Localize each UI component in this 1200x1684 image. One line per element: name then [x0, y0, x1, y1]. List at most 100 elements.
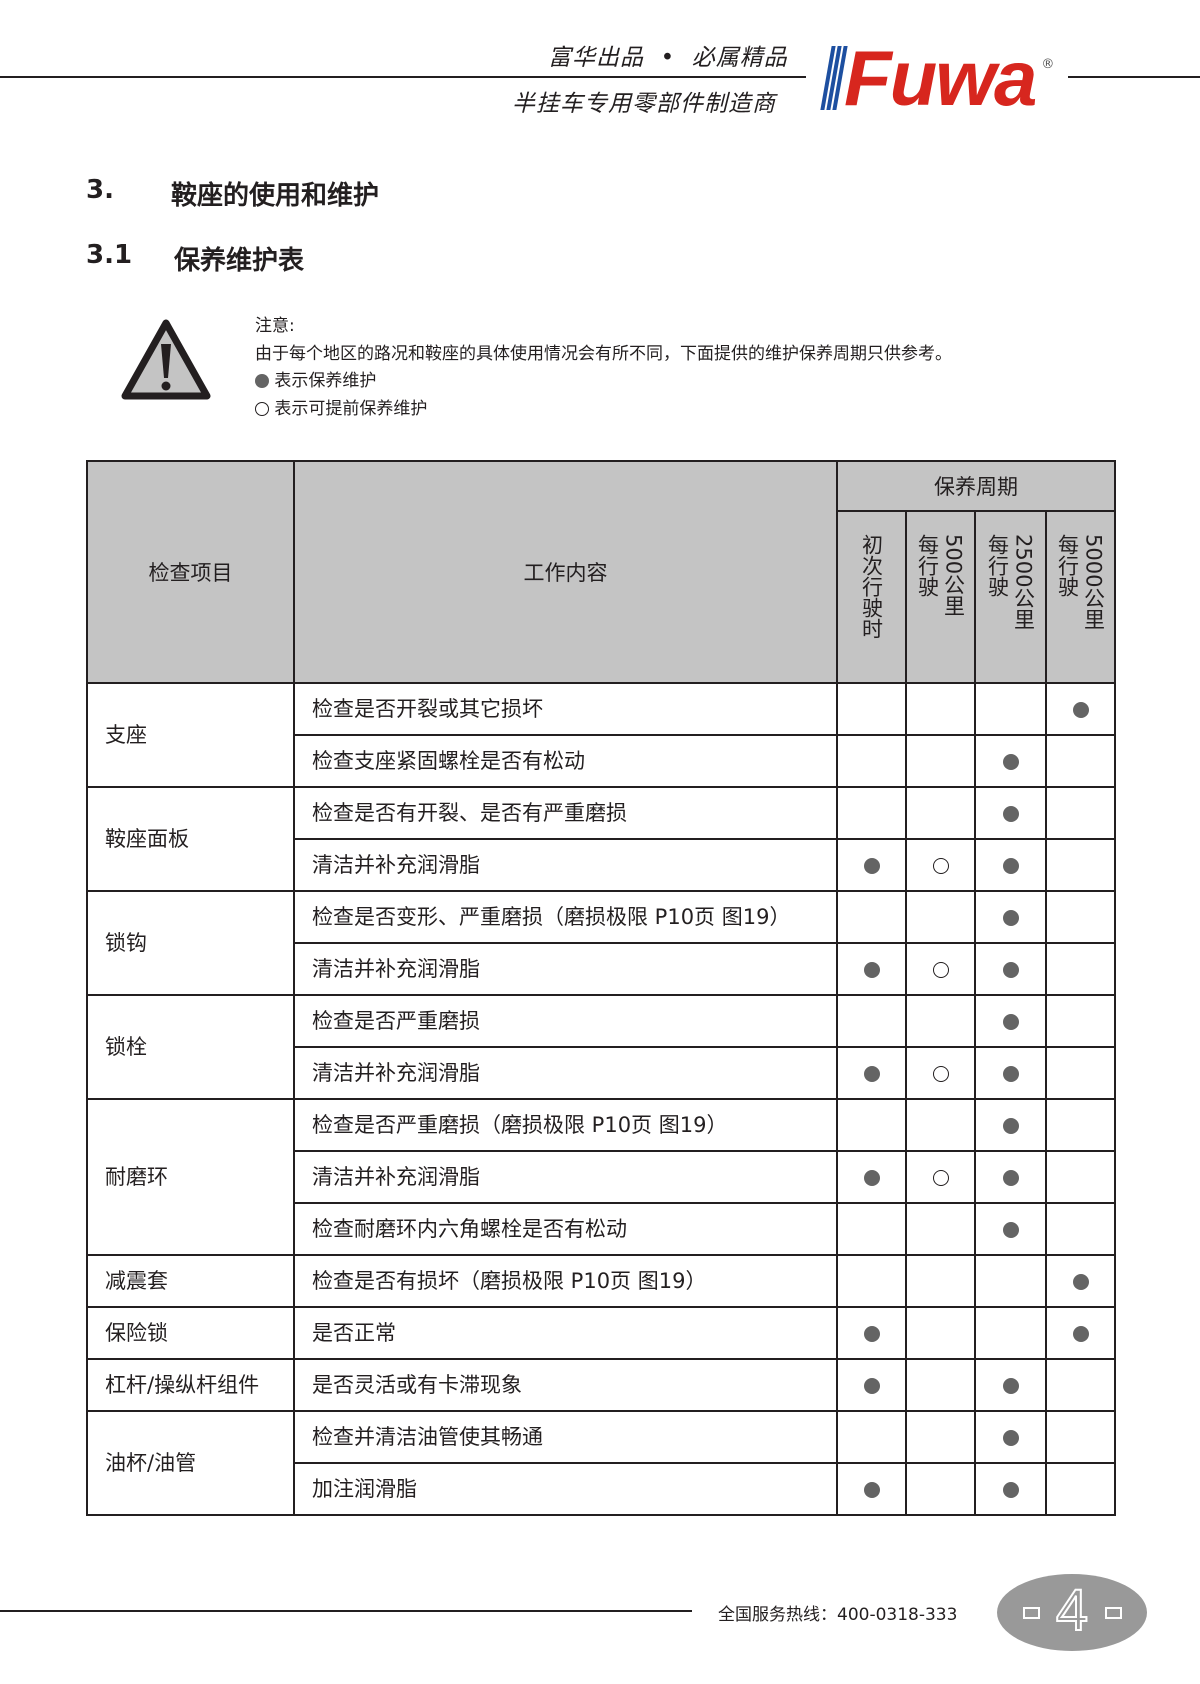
table-row: 杠杆/操纵杆组件 是否灵活或有卡滞现象 [86, 1358, 1116, 1412]
legend-open: 表示可提前保养维护 [255, 396, 952, 424]
inspection-item: 锁钩 [86, 890, 295, 996]
period-cell [905, 1046, 976, 1100]
period-cell [974, 682, 1047, 736]
warning-triangle-icon [120, 318, 212, 402]
period-cell [905, 682, 976, 736]
table-row: 减震套 检查是否有损坏（磨损极限 P10页 图19） [86, 1254, 1116, 1308]
period-cell [974, 734, 1047, 788]
period-cell [974, 1150, 1047, 1204]
period-cell [1045, 1098, 1116, 1152]
period-cell [905, 838, 976, 892]
period-cell [836, 734, 907, 788]
period-cell [905, 1462, 976, 1516]
period-cell [836, 1098, 907, 1152]
period-header-label: 初次行驶时 [859, 534, 885, 684]
page-number: 4 [1055, 1577, 1089, 1644]
period-cell [974, 838, 1047, 892]
filled-dot-icon [1002, 806, 1019, 822]
filled-dot-icon [863, 1378, 880, 1394]
period-cell [974, 1410, 1047, 1464]
section-number: 3. [86, 175, 114, 205]
table-row: 检查支座紧固螺栓是否有松动 [87, 734, 1116, 788]
filled-dot-icon [1002, 754, 1019, 770]
work-content: 检查是否严重磨损（磨损极限 P10页 图19） [293, 1098, 838, 1152]
period-header-line: 500公里 [941, 534, 966, 617]
period-cell [1045, 1306, 1116, 1360]
inspection-item: 锁栓 [86, 994, 295, 1100]
period-header-line: 每行驶 [915, 534, 940, 597]
period-header-label: 500公里 每行驶 [915, 534, 967, 684]
period-header-line: 2500公里 [1011, 534, 1036, 630]
period-cell [836, 994, 907, 1048]
period-cell [836, 890, 907, 944]
period-cell [836, 1306, 907, 1360]
period-cell [836, 1202, 907, 1256]
period-header-wrap: 2500公里 每行驶 [976, 512, 1045, 682]
legend-filled: 表示保养维护 [255, 368, 952, 396]
table-row: 锁栓 检查是否严重磨损 [86, 994, 1116, 1100]
open-circle-icon [932, 1170, 949, 1186]
period-cell [974, 1254, 1047, 1308]
logo-stripes [820, 38, 848, 118]
period-cell [905, 1254, 976, 1308]
period-header-label: 2500公里 每行驶 [985, 534, 1037, 684]
table-row: 清洁并补充润滑脂 [87, 838, 1116, 892]
period-cell [974, 786, 1047, 840]
subsection-number: 3.1 [86, 240, 133, 270]
period-cell [1045, 1462, 1116, 1516]
period-cell [905, 1358, 976, 1412]
work-content: 清洁并补充润滑脂 [293, 1150, 838, 1204]
notice-label: 注意: [255, 316, 295, 336]
period-header: 2500公里 每行驶 [974, 510, 1047, 684]
filled-dot-icon [1072, 1274, 1089, 1290]
inspection-item: 减震套 [86, 1254, 295, 1308]
period-cell [974, 890, 1047, 944]
period-cell [905, 994, 976, 1048]
period-cell [836, 1150, 907, 1204]
work-content: 检查是否变形、严重磨损（磨损极限 P10页 图19） [293, 890, 838, 944]
period-cell [1045, 1046, 1116, 1100]
column-header-content: 工作内容 [293, 460, 838, 684]
filled-dot-icon [1002, 1378, 1019, 1394]
period-cell [836, 838, 907, 892]
filled-dot-icon [1002, 858, 1019, 874]
filled-dot-icon [1072, 702, 1089, 718]
table-row: 鞍座面板 检查是否有开裂、是否有严重磨损 [86, 786, 1116, 892]
work-content: 清洁并补充润滑脂 [293, 942, 838, 996]
period-header-wrap: 初次行驶时 [838, 512, 905, 682]
period-cell [1045, 682, 1116, 736]
filled-dot-icon [863, 1066, 880, 1082]
period-cell [1045, 1202, 1116, 1256]
page-dash-right [1105, 1607, 1122, 1619]
column-header-period: 保养周期 [836, 460, 1116, 512]
open-circle-icon [932, 962, 949, 978]
filled-dot-icon [1002, 1118, 1019, 1134]
section-title: 鞍座的使用和维护 [171, 181, 380, 211]
period-cell [974, 1306, 1047, 1360]
column-header-item: 检查项目 [86, 460, 295, 684]
period-cell [1045, 1254, 1116, 1308]
inspection-item: 支座 [86, 682, 295, 788]
period-cell [905, 786, 976, 840]
header-rule-left [0, 76, 806, 78]
period-cell [836, 1462, 907, 1516]
table-row: 清洁并补充润滑脂 [87, 1046, 1116, 1100]
period-header: 500公里 每行驶 [905, 510, 976, 684]
period-cell [1045, 942, 1116, 996]
slogan-top: 富华出品 • 必属精品 [548, 45, 788, 71]
period-cell [836, 1358, 907, 1412]
period-cell [1045, 1150, 1116, 1204]
work-content: 是否灵活或有卡滞现象 [293, 1358, 838, 1412]
table-row: 保险锁 是否正常 [86, 1306, 1116, 1360]
period-header-line: 每行驶 [985, 534, 1010, 597]
period-header: 5000公里 每行驶 [1045, 510, 1116, 684]
filled-dot-icon [1002, 1066, 1019, 1082]
period-cell [1045, 1358, 1116, 1412]
legend-open-label: 表示可提前保养维护 [274, 398, 428, 419]
registered-mark: ® [1041, 57, 1055, 72]
filled-dot-icon [863, 858, 880, 874]
period-cell [974, 1358, 1047, 1412]
period-cell [905, 1202, 976, 1256]
period-cell [905, 734, 976, 788]
period-cell [974, 1462, 1047, 1516]
